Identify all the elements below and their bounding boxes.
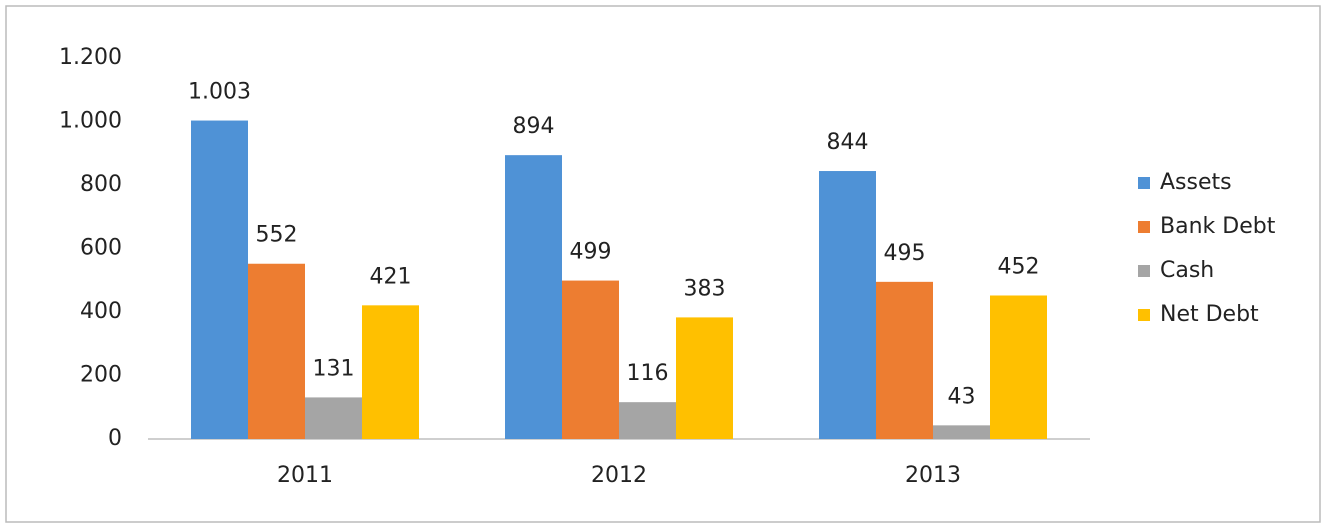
legend-label: Cash <box>1160 258 1214 283</box>
legend-label: Bank Debt <box>1160 214 1276 239</box>
bar <box>876 281 933 439</box>
data-label: 495 <box>884 241 926 266</box>
bar <box>990 295 1047 439</box>
y-tick-label: 1.000 <box>59 109 122 134</box>
data-label: 1.003 <box>188 80 251 105</box>
x-tick-label: 2011 <box>277 463 333 488</box>
bar <box>676 317 733 439</box>
data-label: 116 <box>627 361 669 386</box>
y-tick-label: 800 <box>80 172 122 197</box>
bar <box>619 402 676 439</box>
data-label: 383 <box>684 276 726 301</box>
data-label: 552 <box>256 223 298 248</box>
bar <box>933 425 990 439</box>
bar <box>562 280 619 439</box>
x-tick-label: 2012 <box>591 463 647 488</box>
y-tick-label: 400 <box>80 299 122 324</box>
bar <box>305 397 362 439</box>
legend-swatch <box>1138 177 1150 189</box>
legend-swatch <box>1138 221 1150 233</box>
data-label: 894 <box>513 114 555 139</box>
data-label: 131 <box>313 356 355 381</box>
legend-swatch <box>1138 309 1150 321</box>
bar <box>505 155 562 439</box>
y-tick-label: 1.200 <box>59 45 122 70</box>
y-tick-label: 0 <box>108 426 122 451</box>
bar <box>191 120 248 440</box>
legend-label: Net Debt <box>1160 302 1259 327</box>
data-label: 43 <box>948 384 976 409</box>
y-tick-label: 200 <box>80 363 122 388</box>
legend-label: Assets <box>1160 170 1232 195</box>
data-label: 421 <box>370 264 412 289</box>
bar <box>362 305 419 439</box>
y-tick-label: 600 <box>80 236 122 261</box>
data-label: 452 <box>998 254 1040 279</box>
data-label: 844 <box>827 130 869 155</box>
bar <box>248 263 305 439</box>
x-tick-label: 2013 <box>905 463 961 488</box>
bar <box>819 171 876 439</box>
legend-swatch <box>1138 265 1150 277</box>
data-label: 499 <box>570 240 612 265</box>
